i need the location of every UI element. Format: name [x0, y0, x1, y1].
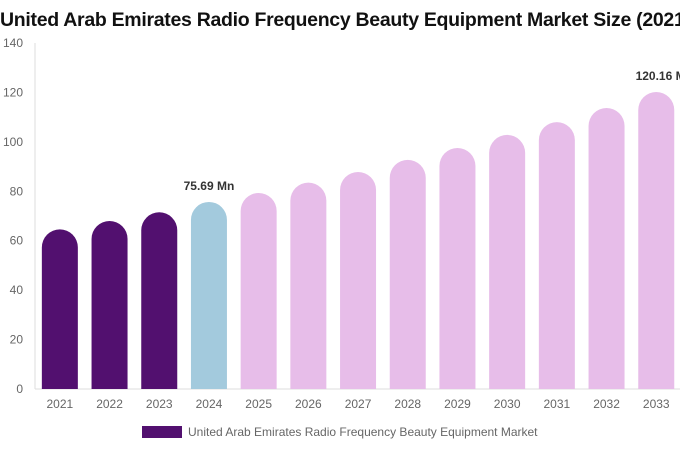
bar-2025 [240, 193, 277, 389]
x-tick-label: 2026 [295, 397, 322, 411]
bar-2032 [588, 107, 625, 390]
x-tick-label: 2031 [543, 397, 570, 411]
chart-title: United Arab Emirates Radio Frequency Bea… [0, 9, 680, 31]
legend-label: United Arab Emirates Radio Frequency Bea… [188, 425, 538, 439]
x-tick-label: 2023 [146, 397, 173, 411]
y-tick-label: 40 [10, 283, 24, 297]
bar-2028 [389, 159, 426, 389]
y-tick-label: 20 [10, 333, 24, 347]
legend: United Arab Emirates Radio Frequency Bea… [142, 425, 538, 439]
bar-2030 [489, 134, 526, 389]
y-tick-label: 140 [3, 36, 23, 50]
bar-2024 [190, 201, 227, 389]
bar-2031 [538, 122, 575, 390]
x-tick-label: 2027 [345, 397, 372, 411]
x-tick-label: 2029 [444, 397, 471, 411]
x-tick-label: 2022 [96, 397, 123, 411]
bar-2022 [91, 220, 128, 389]
x-tick-label: 2033 [643, 397, 670, 411]
y-tick-label: 0 [16, 382, 23, 396]
y-tick-label: 100 [3, 135, 23, 149]
data-label: 120.16 Mn [636, 69, 680, 83]
bar-2033 [638, 92, 675, 389]
x-tick-label: 2024 [196, 397, 223, 411]
x-tick-label: 2025 [245, 397, 272, 411]
x-tick-label: 2030 [494, 397, 521, 411]
data-label: 75.69 Mn [184, 179, 235, 193]
y-tick-label: 60 [10, 234, 24, 248]
y-tick-label: 120 [3, 85, 23, 99]
bar-2021 [41, 229, 78, 389]
y-tick-label: 80 [10, 184, 24, 198]
x-tick-label: 2021 [46, 397, 73, 411]
x-tick-label: 2032 [593, 397, 620, 411]
bar-2027 [340, 172, 377, 389]
x-tick-label: 2028 [394, 397, 421, 411]
bar-2026 [290, 182, 327, 389]
bar-2023 [141, 212, 178, 389]
bar-2029 [439, 148, 476, 389]
legend-swatch [142, 426, 182, 438]
